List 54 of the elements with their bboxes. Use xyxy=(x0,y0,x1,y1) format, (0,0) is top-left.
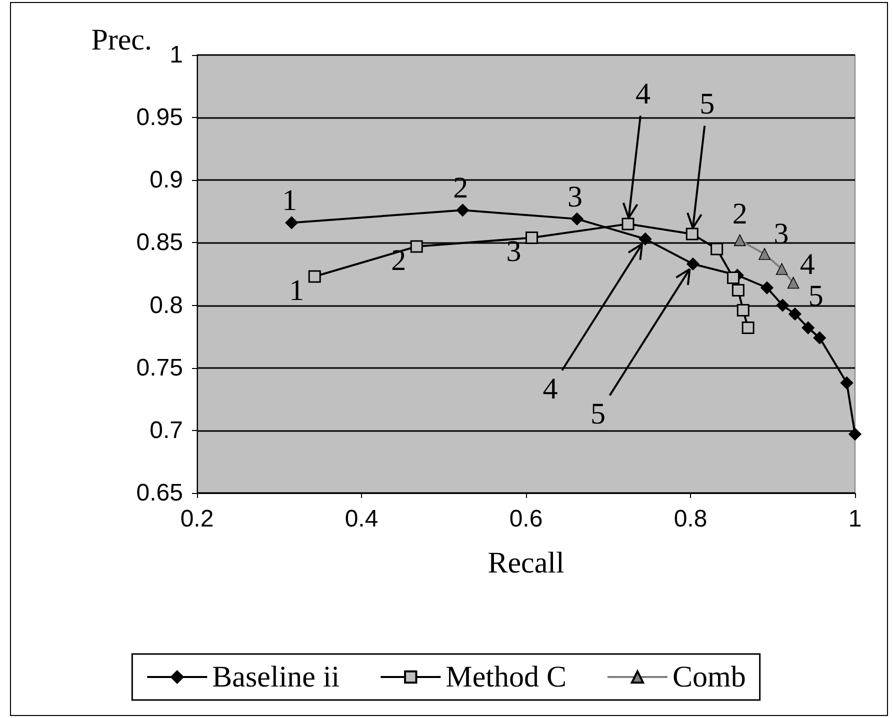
point xyxy=(802,321,815,334)
point xyxy=(813,331,826,344)
point xyxy=(788,308,802,320)
point xyxy=(736,304,750,317)
annotation: 5 xyxy=(590,397,606,430)
legend-label: Baseline ii xyxy=(212,660,340,694)
point xyxy=(686,228,698,240)
point xyxy=(840,376,854,390)
x-tick-label: 0.6 xyxy=(509,506,543,532)
point xyxy=(410,240,423,253)
y-tick-label: 0.85 xyxy=(136,229,183,256)
y-tick-label: 0.95 xyxy=(136,104,183,132)
x-tick-label: 1 xyxy=(848,506,862,532)
legend-label: Method C xyxy=(446,660,566,694)
point xyxy=(734,234,746,246)
annotation: 5 xyxy=(808,279,824,312)
point xyxy=(285,216,298,230)
point xyxy=(776,298,790,312)
y-axis-title: Prec. xyxy=(91,24,152,56)
y-tick-label: 1 xyxy=(170,42,183,68)
point xyxy=(686,258,700,270)
point xyxy=(570,212,584,226)
point xyxy=(742,322,754,334)
point xyxy=(758,248,770,260)
annotation: 4 xyxy=(635,77,650,110)
annotation: 3 xyxy=(567,180,582,214)
point xyxy=(638,232,652,246)
annotation: 1 xyxy=(282,184,298,218)
annotation: 4 xyxy=(542,372,558,406)
point xyxy=(622,218,634,230)
y-tick-label: 0.65 xyxy=(136,480,183,506)
point xyxy=(776,263,788,275)
annotation: 1 xyxy=(289,274,304,308)
y-tick-label: 0.7 xyxy=(150,416,183,444)
x-tick-label: 0.2 xyxy=(180,506,214,532)
point xyxy=(787,276,800,289)
point xyxy=(760,281,774,294)
point xyxy=(727,272,740,284)
y-tick-label: 0.9 xyxy=(150,166,183,194)
annotation: 2 xyxy=(732,198,748,231)
annotation: 4 xyxy=(800,248,815,281)
legend-label: Comb xyxy=(672,660,746,694)
annotation: 5 xyxy=(700,87,715,120)
point xyxy=(308,270,321,283)
x-axis-title: Recall xyxy=(488,546,564,580)
y-tick-label: 0.75 xyxy=(136,354,183,382)
point xyxy=(526,231,538,244)
point xyxy=(732,284,744,297)
x-tick-label: 0.8 xyxy=(674,506,708,532)
point xyxy=(710,242,724,256)
y-tick-label: 0.8 xyxy=(150,292,183,319)
point xyxy=(456,204,470,217)
x-tick-label: 0.4 xyxy=(344,506,378,532)
point xyxy=(848,428,862,441)
